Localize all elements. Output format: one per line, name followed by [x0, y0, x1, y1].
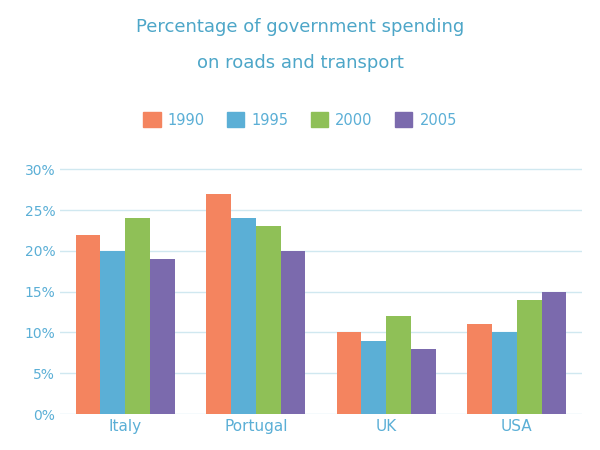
Bar [125, 218, 150, 414]
Bar [361, 341, 386, 414]
Bar [337, 333, 361, 414]
Bar [231, 218, 256, 414]
Bar [150, 259, 175, 414]
Bar [256, 226, 281, 414]
Bar [467, 324, 492, 414]
Bar [386, 316, 411, 414]
Legend: 1990, 1995, 2000, 2005: 1990, 1995, 2000, 2005 [137, 106, 463, 133]
Bar [281, 251, 305, 414]
Bar [206, 194, 231, 414]
Bar [76, 234, 100, 414]
Bar [100, 251, 125, 414]
Text: Percentage of government spending: Percentage of government spending [136, 18, 464, 36]
Bar [411, 349, 436, 414]
Bar [517, 300, 542, 414]
Text: on roads and transport: on roads and transport [197, 54, 403, 72]
Bar [492, 333, 517, 414]
Bar [542, 292, 566, 414]
